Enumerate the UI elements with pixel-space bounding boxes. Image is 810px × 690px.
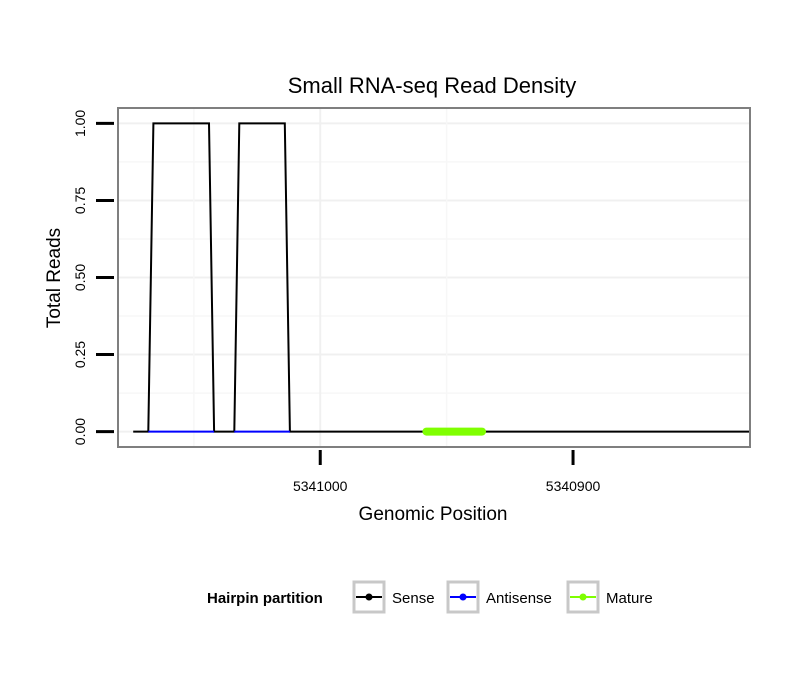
- legend-label-sense: Sense: [392, 590, 435, 607]
- x-tick-label: 5341000: [293, 478, 348, 494]
- axes: 0.00 0.25 0.50 0.75 1.00 5341000 5340900: [72, 110, 600, 494]
- legend: Hairpin partition Sense Antisense Mature: [207, 580, 653, 614]
- gridlines: [118, 108, 750, 447]
- chart-title: Small RNA-seq Read Density: [288, 73, 577, 98]
- y-tick-label: 0.50: [72, 264, 88, 291]
- y-tick-label: 0.00: [72, 418, 88, 445]
- data-series: [133, 122, 750, 436]
- legend-item-antisense: Antisense: [446, 580, 552, 614]
- y-tick-label: 0.25: [72, 341, 88, 368]
- legend-title: Hairpin partition: [207, 590, 323, 607]
- legend-point-sense: [365, 593, 373, 601]
- x-axis-title: Genomic Position: [359, 504, 508, 525]
- y-axis-title: Total Reads: [44, 228, 65, 328]
- legend-point-mature: [579, 593, 587, 601]
- x-tick-label: 5340900: [546, 478, 601, 494]
- legend-label-mature: Mature: [606, 590, 653, 607]
- legend-label-antisense: Antisense: [486, 590, 552, 607]
- legend-item-mature: Mature: [566, 580, 653, 614]
- plot-panel: [117, 107, 751, 448]
- series-line-sense: [133, 122, 750, 433]
- legend-point-antisense: [459, 593, 467, 601]
- y-tick-label: 0.75: [72, 187, 88, 214]
- y-tick-label: 1.00: [72, 110, 88, 137]
- legend-item-sense: Sense: [352, 580, 435, 614]
